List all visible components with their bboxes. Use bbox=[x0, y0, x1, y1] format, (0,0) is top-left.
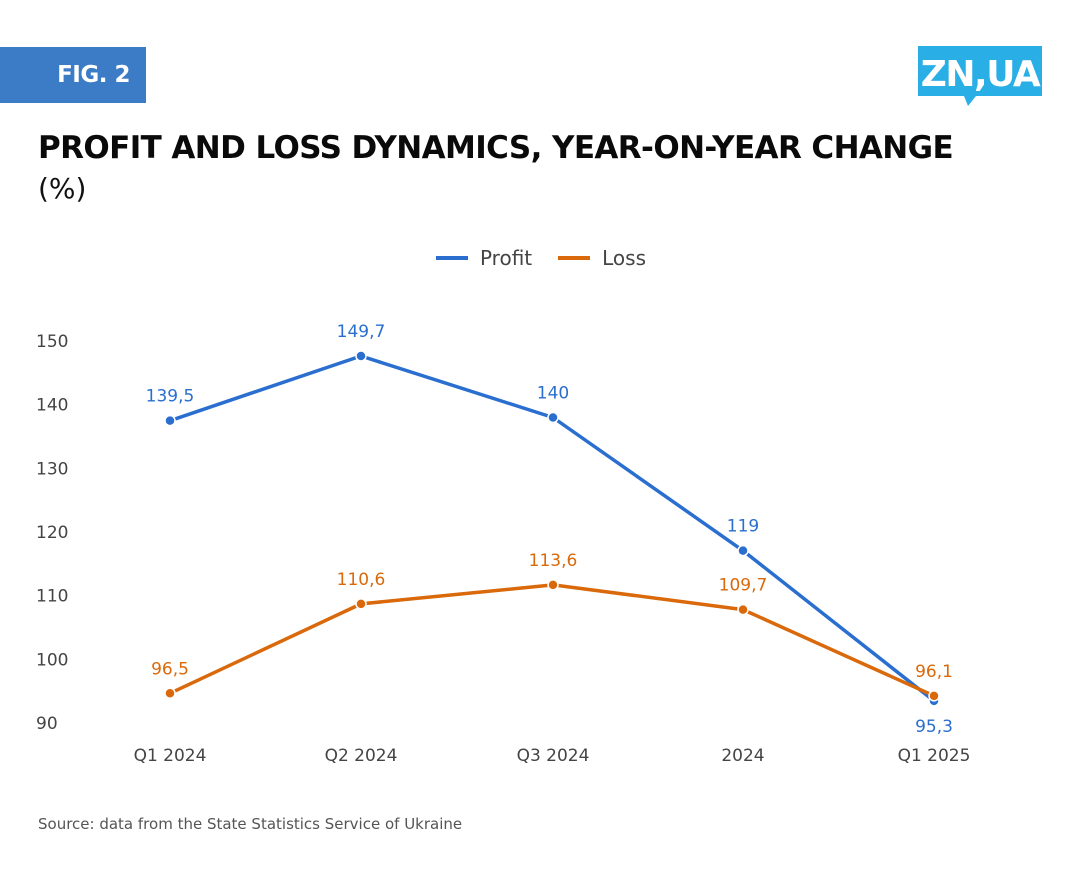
y-tick-label: 100 bbox=[36, 650, 68, 670]
data-label-loss: 109,7 bbox=[719, 576, 768, 596]
zn-ua-logo: ZN,UA bbox=[918, 46, 1042, 112]
x-tick-label: Q1 2024 bbox=[134, 746, 207, 766]
data-label-profit: 95,3 bbox=[915, 717, 953, 737]
data-label-loss: 96,1 bbox=[915, 662, 953, 682]
series-profit: 139,5 149,7 140 119 95,3 bbox=[146, 322, 953, 737]
legend-label-profit: Profit bbox=[479, 246, 533, 270]
legend-item-loss[interactable]: Loss bbox=[558, 246, 646, 270]
legend-swatch-loss bbox=[558, 256, 591, 260]
series-loss: 96,5 110,6 113,6 109,7 96,1 bbox=[151, 551, 953, 702]
y-tick-label: 130 bbox=[36, 459, 68, 479]
series-line-loss bbox=[169, 583, 935, 698]
data-label-profit: 140 bbox=[537, 383, 569, 403]
x-tick-label: 2024 bbox=[721, 746, 764, 766]
data-label-loss: 113,6 bbox=[529, 551, 578, 571]
data-label-profit: 139,5 bbox=[146, 387, 195, 407]
logo-text: ZN,UA bbox=[921, 54, 1041, 95]
x-tick-label: Q1 2025 bbox=[898, 746, 971, 766]
figure-number-badge: FIG. 2 bbox=[0, 47, 146, 103]
source-note: Source: data from the State Statistics S… bbox=[38, 815, 463, 833]
data-point-loss[interactable] bbox=[164, 687, 176, 700]
data-point-profit[interactable] bbox=[737, 544, 749, 557]
legend-label-loss: Loss bbox=[602, 246, 647, 270]
data-point-profit[interactable] bbox=[547, 411, 559, 424]
chart-subtitle: (%) bbox=[38, 172, 87, 205]
data-label-loss: 110,6 bbox=[337, 570, 386, 590]
data-point-loss[interactable] bbox=[547, 579, 559, 591]
logo-speech-bubble-icon bbox=[918, 46, 1042, 106]
data-label-profit: 119 bbox=[727, 517, 759, 537]
data-point-loss[interactable] bbox=[355, 598, 367, 610]
x-axis: Q1 2024 Q2 2024 Q3 2024 2024 Q1 2025 bbox=[134, 746, 971, 766]
y-axis: 90 100 110 120 130 140 150 bbox=[36, 332, 68, 734]
data-label-loss: 96,5 bbox=[151, 659, 189, 679]
y-tick-label: 140 bbox=[36, 396, 68, 416]
series-layer: 139,5149,714011995,396,5110,6113,6109,79… bbox=[146, 322, 953, 737]
legend-item-profit[interactable]: Profit bbox=[435, 246, 533, 270]
data-point-profit[interactable] bbox=[355, 350, 367, 362]
chart-title: PROFIT AND LOSS DYNAMICS, YEAR-ON-YEAR C… bbox=[38, 130, 954, 166]
y-tick-label: 150 bbox=[36, 332, 68, 352]
data-label-profit: 149,7 bbox=[337, 322, 386, 342]
data-point-profit[interactable] bbox=[164, 414, 176, 427]
legend-swatch-profit bbox=[435, 256, 468, 260]
x-tick-label: Q3 2024 bbox=[517, 746, 590, 766]
x-tick-label: Q2 2024 bbox=[325, 746, 398, 766]
y-tick-label: 110 bbox=[36, 587, 68, 607]
chart-legend: Profit Loss bbox=[0, 246, 1082, 270]
data-point-loss[interactable] bbox=[928, 690, 940, 702]
y-tick-label: 90 bbox=[36, 714, 58, 734]
data-point-loss[interactable] bbox=[737, 603, 749, 616]
series-line-profit bbox=[169, 354, 936, 703]
y-tick-label: 120 bbox=[36, 523, 68, 543]
figure-number: FIG. 2 bbox=[57, 62, 130, 88]
